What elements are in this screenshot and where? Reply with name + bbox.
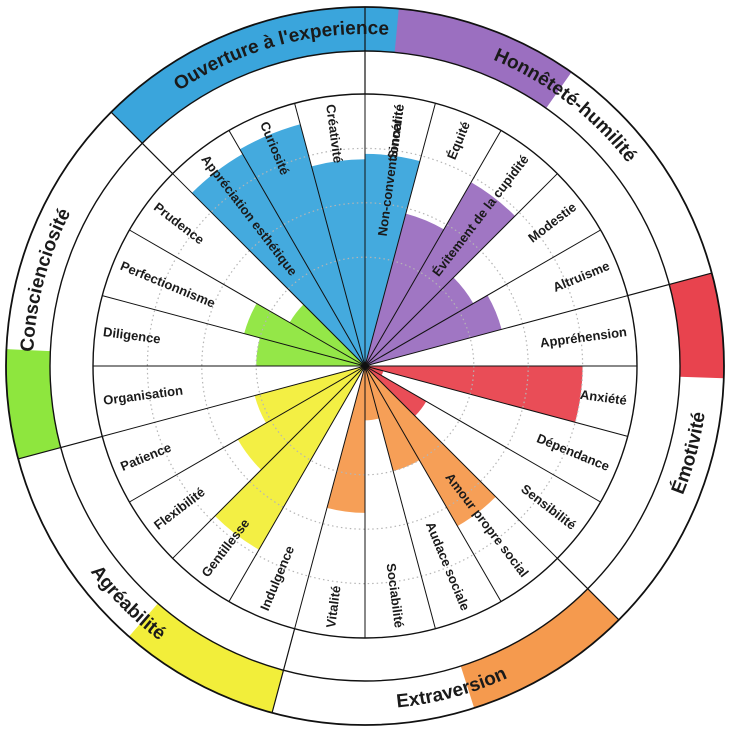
bar-sensibilite bbox=[365, 366, 427, 417]
domain-band-ouverture-a-l-experience bbox=[111, 6, 399, 144]
bar-appreciation-esthetique bbox=[191, 153, 365, 366]
facet-label-diligence: Diligence bbox=[102, 324, 161, 346]
facet-divider bbox=[364, 229, 601, 367]
bar-evitement-de-la-cupidite bbox=[365, 182, 516, 366]
facet-divider bbox=[364, 365, 628, 437]
domain-band-extraversion bbox=[460, 588, 619, 709]
facet-divider bbox=[172, 365, 366, 559]
facet-divider bbox=[228, 130, 366, 367]
domain-ring-inner-outline bbox=[49, 50, 681, 682]
facet-divider bbox=[294, 365, 366, 629]
facet-label-sincerite: Sincérité bbox=[385, 103, 407, 159]
facet-divider bbox=[364, 365, 601, 503]
facet-divider bbox=[364, 365, 502, 602]
facet-ring-outline bbox=[92, 93, 638, 639]
bar-gentillesse bbox=[214, 366, 365, 550]
bar-prudence bbox=[289, 304, 365, 366]
bar-altruisme bbox=[365, 295, 502, 366]
facet-divider bbox=[364, 365, 558, 559]
facet-divider bbox=[364, 295, 628, 367]
domain-band-agreabilite bbox=[129, 603, 284, 713]
bar-equite bbox=[365, 213, 444, 366]
facet-label-vitalite: Vitalité bbox=[323, 585, 343, 629]
grid-layer bbox=[5, 6, 725, 726]
facet-divider bbox=[129, 365, 366, 503]
bar-patience bbox=[254, 366, 365, 424]
facet-divider bbox=[364, 103, 436, 367]
bar-amour-propre-social bbox=[365, 366, 496, 527]
domain-ring-outer-outline bbox=[5, 6, 725, 726]
bar-audace-sociale bbox=[365, 366, 420, 472]
facet-divider bbox=[364, 173, 558, 367]
bar-flexibilite bbox=[237, 366, 365, 470]
facet-divider bbox=[172, 173, 366, 367]
facet-divider bbox=[129, 229, 366, 367]
facet-divider bbox=[102, 365, 366, 437]
facet-divider bbox=[364, 365, 436, 629]
domain-band-honnetete-humilite bbox=[365, 7, 572, 109]
domain-band-emotivite bbox=[669, 273, 724, 379]
bar-curiosite bbox=[239, 124, 365, 367]
facet-divider bbox=[102, 295, 366, 367]
facet-divider bbox=[294, 103, 366, 367]
bar-modestie bbox=[365, 277, 474, 366]
bar-perfectionnisme bbox=[244, 303, 365, 366]
facet-divider bbox=[228, 365, 366, 602]
facet-label-anxiete: Anxiété bbox=[579, 387, 628, 408]
domain-band-conscienciosite bbox=[5, 349, 61, 459]
facet-divider bbox=[364, 130, 502, 367]
